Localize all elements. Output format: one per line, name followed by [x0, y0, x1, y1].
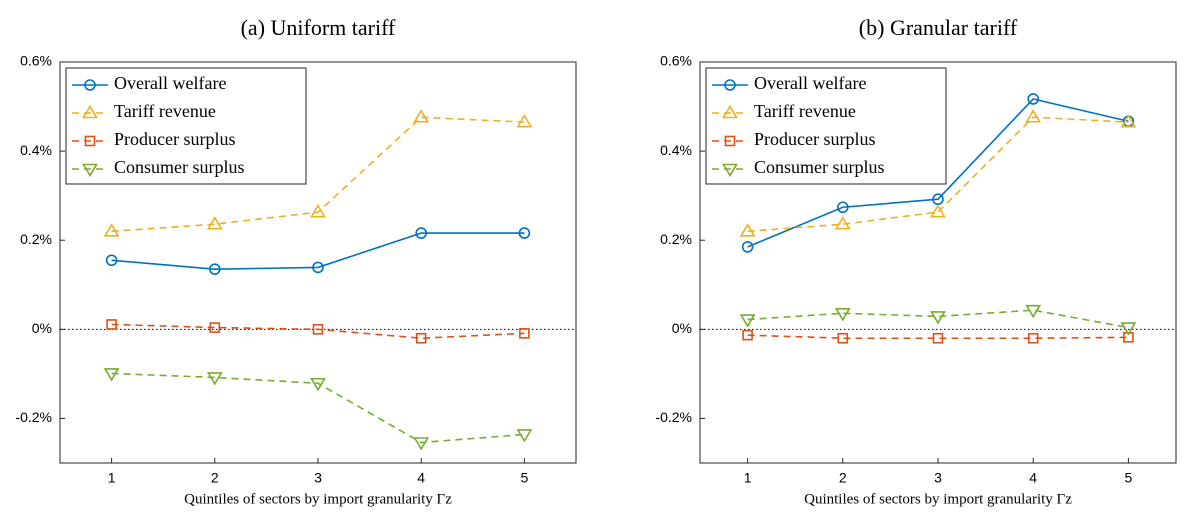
- x-axis-label: Quintiles of sectors by import granulari…: [184, 491, 452, 507]
- marker: [836, 201, 849, 214]
- marker: [516, 429, 533, 443]
- marker: [1120, 322, 1137, 336]
- y-tick-label: 0.4%: [660, 142, 692, 158]
- x-tick-label: 5: [521, 470, 529, 486]
- legend-label: Producer surplus: [114, 129, 235, 149]
- chart-title: (a) Uniform tariff: [241, 15, 396, 40]
- marker: [741, 241, 754, 253]
- marker: [1027, 93, 1039, 105]
- legend-marker: [722, 104, 738, 119]
- legend-box: [705, 67, 947, 185]
- series-line: [747, 309, 1129, 329]
- marker: [1025, 304, 1042, 319]
- series-line: [111, 116, 525, 233]
- marker: [103, 223, 120, 237]
- marker: [413, 109, 430, 123]
- marker: [837, 332, 849, 344]
- legend-marker: [722, 163, 738, 178]
- legend-marker: [82, 104, 98, 119]
- marker: [206, 372, 223, 386]
- marker: [310, 377, 326, 392]
- series-line: [747, 334, 1129, 340]
- marker: [310, 204, 326, 218]
- legend-marker: [724, 79, 736, 91]
- legend-label: Consumer surplus: [114, 157, 245, 177]
- x-tick-label: 4: [417, 470, 425, 486]
- legend-marker: [724, 135, 736, 147]
- marker: [518, 227, 531, 239]
- marker: [103, 368, 120, 382]
- legend-label: Overall welfare: [114, 73, 226, 93]
- legend-marker: [84, 135, 96, 147]
- series-line: [747, 98, 1129, 248]
- marker: [209, 322, 221, 333]
- marker: [930, 204, 946, 218]
- marker: [312, 261, 324, 274]
- x-tick-label: 3: [314, 470, 322, 486]
- y-tick-label: 0%: [32, 320, 52, 336]
- series-line: [111, 323, 525, 340]
- marker: [516, 114, 533, 128]
- marker: [1025, 109, 1042, 123]
- marker: [1120, 114, 1137, 128]
- marker: [739, 223, 756, 237]
- marker: [413, 437, 430, 451]
- y-tick-label: 0.2%: [660, 231, 692, 247]
- y-tick-label: 0.6%: [660, 53, 692, 69]
- x-tick-label: 2: [211, 470, 219, 486]
- x-tick-label: 4: [1029, 470, 1037, 486]
- x-tick-label: 1: [744, 470, 752, 486]
- y-tick-label: 0%: [672, 320, 692, 336]
- y-tick-label: 0.4%: [20, 142, 52, 158]
- marker: [1027, 332, 1039, 344]
- marker: [930, 311, 946, 325]
- series-line: [747, 116, 1129, 233]
- y-tick-label: 0.6%: [20, 53, 52, 69]
- legend-marker: [82, 163, 98, 178]
- marker: [105, 254, 118, 267]
- x-tick-label: 5: [1125, 470, 1133, 486]
- legend-label: Producer surplus: [754, 129, 875, 149]
- legend-label: Tariff revenue: [114, 101, 216, 121]
- y-tick-label: -0.2%: [15, 409, 52, 425]
- marker: [932, 332, 944, 344]
- marker: [206, 216, 223, 230]
- legend-box: [65, 67, 307, 185]
- marker: [209, 263, 221, 275]
- x-axis-label: Quintiles of sectors by import granulari…: [804, 491, 1072, 507]
- marker: [415, 332, 427, 344]
- chart-title: (b) Granular tariff: [859, 15, 1018, 40]
- y-tick-label: -0.2%: [655, 409, 692, 425]
- marker: [415, 227, 428, 239]
- series-line: [111, 372, 525, 444]
- series-line: [111, 232, 525, 270]
- legend-label: Overall welfare: [754, 73, 866, 93]
- marker: [519, 328, 530, 339]
- marker: [739, 314, 756, 328]
- legend-label: Tariff revenue: [754, 101, 856, 121]
- legend-marker: [84, 79, 96, 91]
- x-tick-label: 3: [934, 470, 942, 486]
- x-tick-label: 2: [839, 470, 847, 486]
- marker: [834, 216, 851, 230]
- marker: [106, 319, 117, 330]
- marker: [834, 307, 851, 322]
- legend-label: Consumer surplus: [754, 157, 885, 177]
- y-tick-label: 0.2%: [20, 231, 52, 247]
- marker: [742, 329, 753, 341]
- marker: [312, 324, 324, 335]
- x-tick-label: 1: [108, 470, 116, 486]
